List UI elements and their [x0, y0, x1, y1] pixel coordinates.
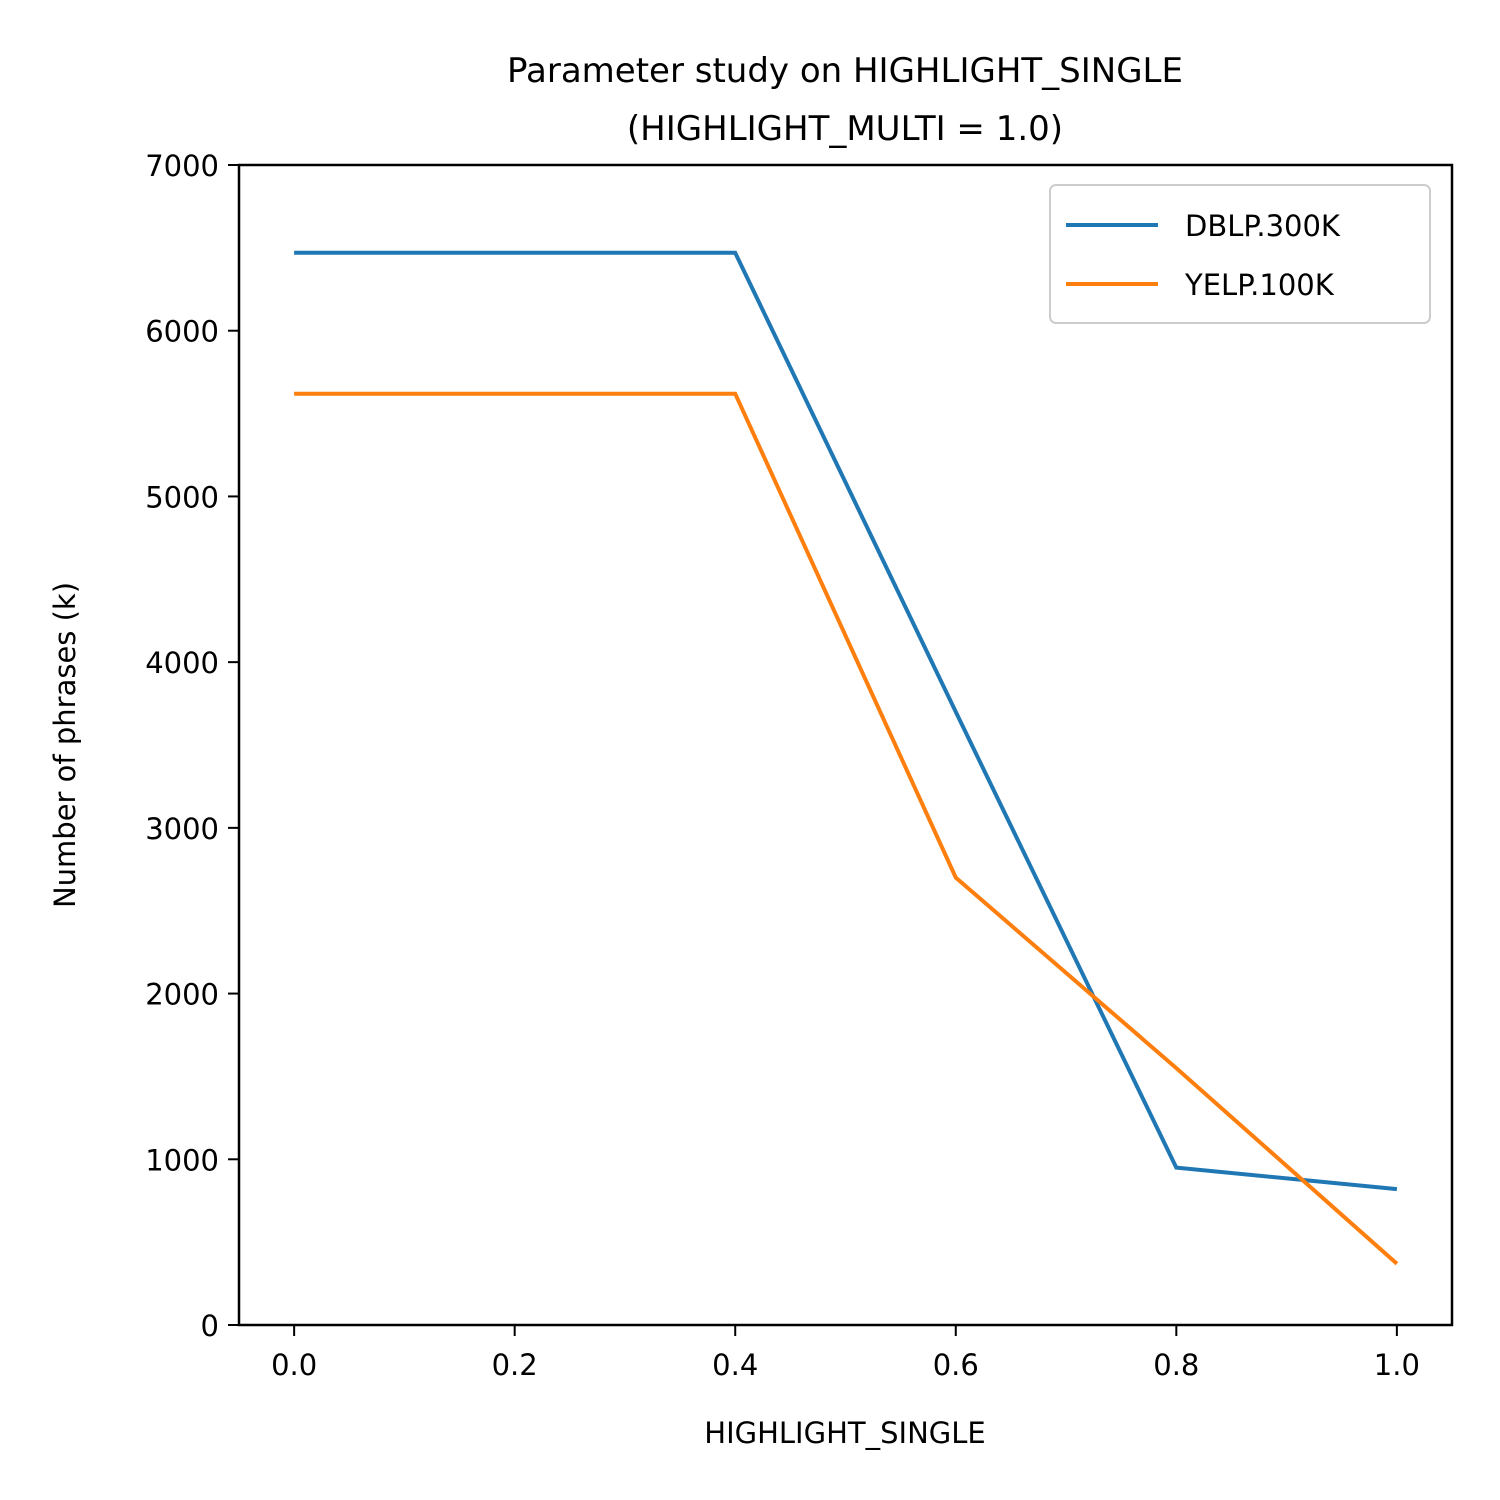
plot-area [294, 250, 1399, 1266]
x-tick-label: 0.8 [1153, 1348, 1199, 1382]
y-axis-label: Number of phrases (k) [48, 582, 82, 908]
chart-title: Parameter study on HIGHLIGHT_SINGLE [507, 51, 1183, 91]
legend: DBLP.300K YELP.100K [1049, 184, 1431, 324]
y-tick-label: 2000 [145, 978, 219, 1012]
legend-label: DBLP.300K [1185, 209, 1341, 243]
y-tick-label: 3000 [145, 812, 219, 846]
x-tick-label: 0.2 [492, 1348, 538, 1382]
x-axis: 0.0 0.2 0.4 0.6 0.8 1.0 [271, 1325, 1420, 1382]
series-line-YELP.100K [294, 391, 1399, 1266]
y-axis: 0 1000 2000 3000 4000 5000 6000 7000 [145, 149, 239, 1343]
x-tick-label: 1.0 [1374, 1348, 1420, 1382]
plot-frame [237, 163, 1454, 1327]
y-tick-label: 4000 [145, 646, 219, 680]
series-line-DBLP.300K [294, 250, 1398, 1192]
y-tick-label: 0 [201, 1309, 219, 1343]
y-tick-label: 1000 [145, 1143, 219, 1177]
x-tick-label: 0.0 [271, 1348, 317, 1382]
x-tick-label: 0.4 [712, 1348, 758, 1382]
x-axis-label: HIGHLIGHT_SINGLE [704, 1416, 985, 1450]
legend-label: YELP.100K [1184, 268, 1335, 302]
y-tick-label: 5000 [145, 480, 219, 514]
chart-subtitle: (HIGHLIGHT_MULTI = 1.0) [627, 109, 1063, 149]
y-tick-label: 6000 [145, 315, 219, 349]
legend-box [1049, 184, 1431, 324]
x-tick-label: 0.6 [933, 1348, 979, 1382]
y-tick-label: 7000 [145, 149, 219, 183]
